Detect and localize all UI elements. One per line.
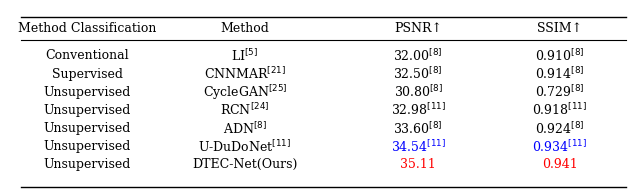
Text: CNNMAR$^{[21]}$: CNNMAR$^{[21]}$: [204, 66, 286, 82]
Text: 0.729$^{[8]}$: 0.729$^{[8]}$: [535, 84, 584, 100]
Text: DTEC-Net(Ours): DTEC-Net(Ours): [192, 158, 298, 171]
Text: 30.80$^{[8]}$: 30.80$^{[8]}$: [394, 84, 443, 100]
Text: Supervised: Supervised: [52, 68, 123, 81]
Text: 0.941: 0.941: [542, 158, 578, 171]
Text: Unsupervised: Unsupervised: [44, 104, 131, 117]
Text: PSNR↑: PSNR↑: [394, 22, 442, 35]
Text: 0.924$^{[8]}$: 0.924$^{[8]}$: [535, 121, 584, 137]
Text: 32.00$^{[8]}$: 32.00$^{[8]}$: [394, 48, 443, 64]
Text: Conventional: Conventional: [45, 49, 129, 62]
Text: Unsupervised: Unsupervised: [44, 140, 131, 153]
Text: Method: Method: [220, 22, 269, 35]
Text: SSIM↑: SSIM↑: [538, 22, 582, 35]
Text: Method Classification: Method Classification: [18, 22, 157, 35]
Text: 0.918$^{[11]}$: 0.918$^{[11]}$: [532, 102, 588, 118]
Text: 0.934$^{[11]}$: 0.934$^{[11]}$: [532, 139, 588, 155]
Text: Unsupervised: Unsupervised: [44, 86, 131, 99]
Text: 34.54$^{[11]}$: 34.54$^{[11]}$: [390, 139, 445, 155]
Text: Unsupervised: Unsupervised: [44, 122, 131, 135]
Text: ADN$^{[8]}$: ADN$^{[8]}$: [223, 121, 267, 137]
Text: U-DuDoNet$^{[11]}$: U-DuDoNet$^{[11]}$: [198, 139, 291, 155]
Text: Unsupervised: Unsupervised: [44, 158, 131, 171]
Text: 0.914$^{[8]}$: 0.914$^{[8]}$: [535, 66, 585, 82]
Text: 33.60$^{[8]}$: 33.60$^{[8]}$: [394, 121, 443, 137]
Text: CycleGAN$^{[25]}$: CycleGAN$^{[25]}$: [203, 83, 287, 102]
Text: LI$^{[5]}$: LI$^{[5]}$: [231, 48, 259, 64]
Text: 32.50$^{[8]}$: 32.50$^{[8]}$: [394, 66, 443, 82]
Text: 0.910$^{[8]}$: 0.910$^{[8]}$: [535, 48, 585, 64]
Text: 35.11: 35.11: [400, 158, 436, 171]
Text: 32.98$^{[11]}$: 32.98$^{[11]}$: [390, 102, 445, 118]
Text: RCN$^{[24]}$: RCN$^{[24]}$: [220, 102, 269, 118]
